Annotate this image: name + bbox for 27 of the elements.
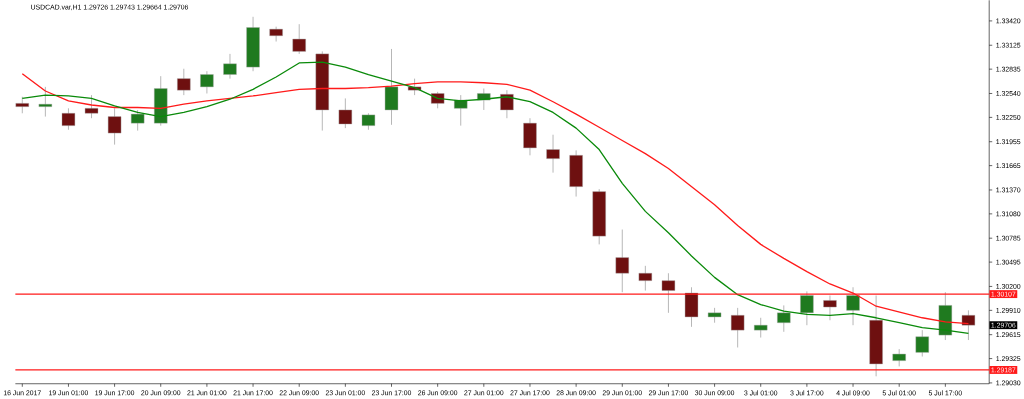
candlestick [338,98,353,129]
candlestick [38,86,53,118]
candlestick [84,94,99,119]
candlestick [61,108,76,131]
candlestick [177,68,191,96]
candlestick [961,310,976,341]
candlestick [454,94,468,127]
candlestick [615,229,629,293]
candlestick [684,286,699,328]
candlestick [638,265,653,292]
candlestick [292,23,306,55]
candlestick [223,53,237,80]
candlestick [269,26,283,43]
candlestick [800,291,814,326]
candlestick [777,305,791,333]
candlestick [661,272,676,314]
candlestick [915,329,929,358]
candlestick [823,295,837,321]
candlestick [546,134,560,174]
candlestick [200,70,214,94]
candlestick [384,48,399,126]
candlestick [107,108,122,146]
candlestick [730,307,745,348]
candlestick [846,286,860,326]
candlestick [500,89,514,119]
candlestick [131,109,145,132]
candlestick [754,317,768,339]
